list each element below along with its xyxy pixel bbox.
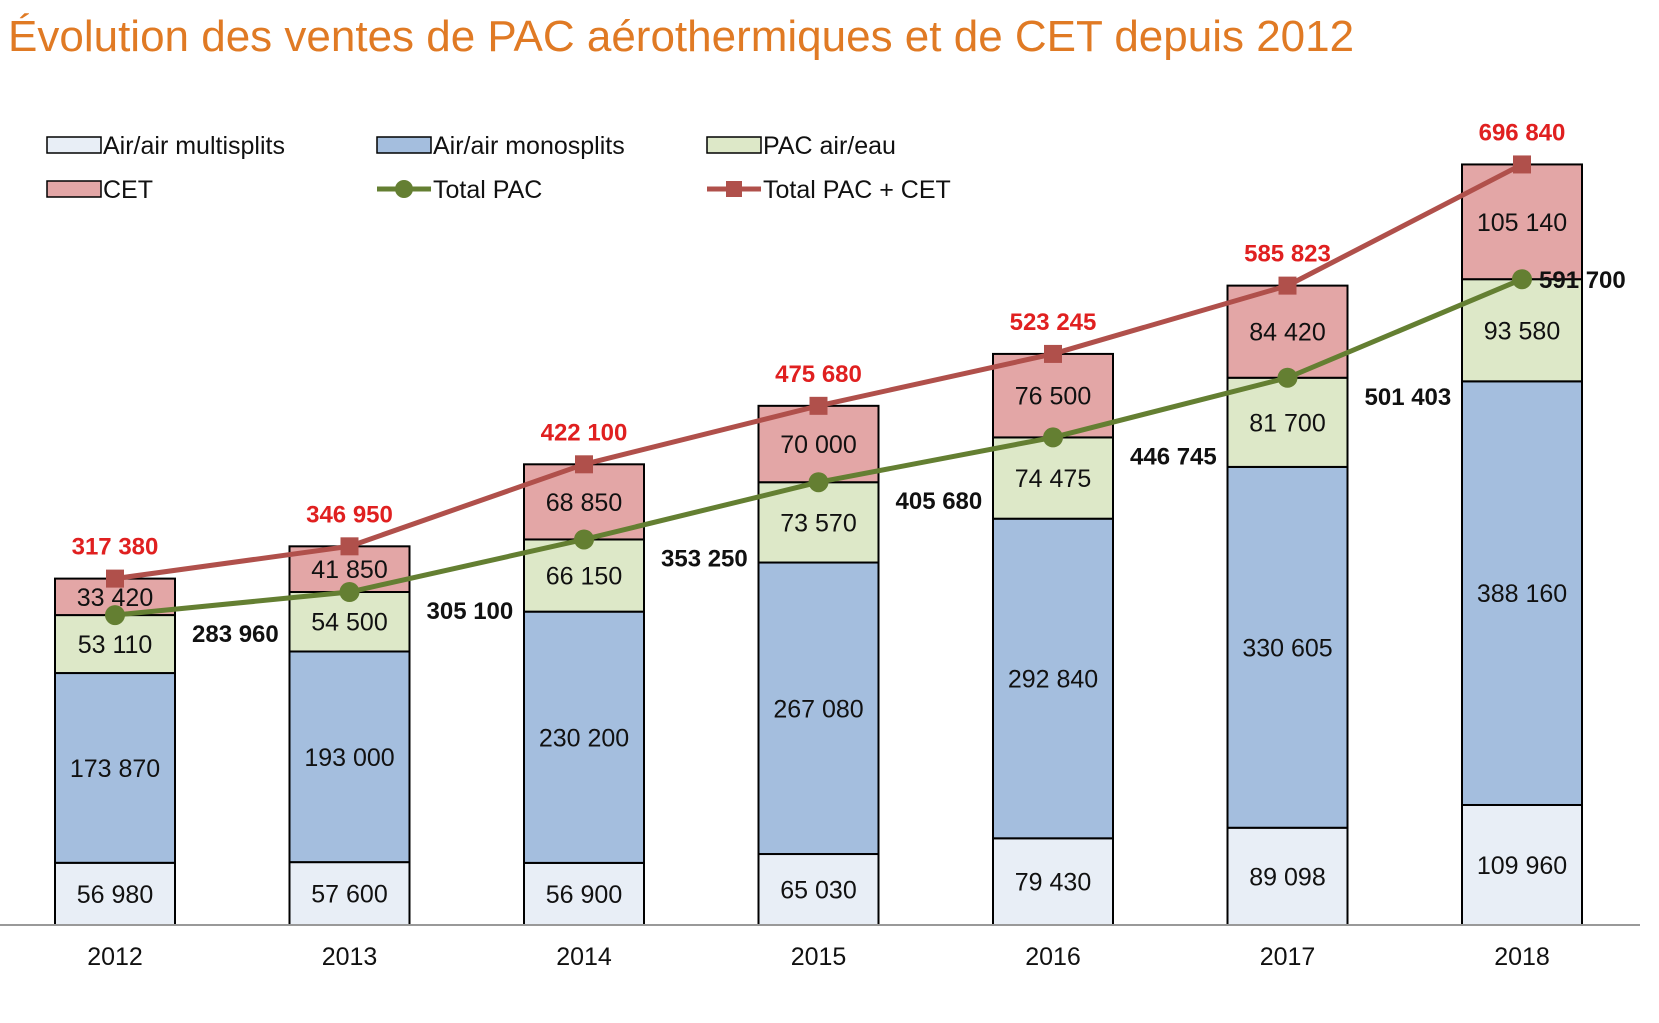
bar-value-label: 84 420 [1249,319,1325,347]
bar-value-label: 89 098 [1249,863,1325,891]
bar-segment [523,538,645,613]
x-tick-label: 2017 [1260,943,1316,971]
line-point [1278,276,1297,295]
bar-value-label: 66 150 [546,563,622,591]
line-point [1513,155,1531,174]
legend-label: PAC air/eau [763,132,896,160]
bar-value-label: 56 900 [546,881,622,909]
total-pac-label: 591 700 [1539,267,1626,294]
bar-value-label: 173 870 [70,755,160,783]
legend-label: Total PAC [433,176,542,204]
bar-segment [992,352,1114,439]
line-point [339,582,360,603]
bar-segment [992,436,1114,520]
bar-value-label: 193 000 [304,744,394,772]
legend: Air/air multisplits Air/air monosplits PAC… [46,132,951,204]
total-pac-cet-label: 696 840 [1479,119,1566,146]
total-pac-label: 305 100 [427,598,514,625]
chart-title: Évolution des ventes de PAC aérothermiqu… [8,12,1355,61]
bar-value-label: 68 850 [546,489,622,517]
line-point [574,529,594,550]
bar-value-label: 388 160 [1477,580,1567,608]
bar-value-label: 93 580 [1484,317,1560,345]
bar-value-label: 54 500 [311,609,387,637]
line-point [1512,269,1532,290]
bar-value-label: 53 110 [78,631,153,659]
bar-value-label: 73 570 [780,509,856,537]
total-pac-label: 446 745 [1130,443,1217,470]
bar-value-label: 79 430 [1015,869,1091,897]
legend-swatch [46,180,102,198]
bar-value-label: 56 980 [77,881,153,909]
bar-segment [992,517,1114,840]
labels-layer: 56 980 173 870 53 110 33 420 2012 57 600 193 0… [70,119,1626,971]
bar-value-label: 41 850 [311,556,387,584]
line-point [340,537,359,556]
bar-value-label: 76 500 [1015,383,1091,411]
line-point [809,396,828,415]
bars-layer [54,163,1583,927]
bar-value-label: 267 080 [773,695,863,723]
total-pac-cet-label: 346 950 [306,501,393,528]
legend-swatch [46,136,102,154]
bar-segment [1226,465,1349,829]
total-pac-cet-label: 523 245 [1010,309,1097,336]
bar-segment [757,404,880,484]
legend-label: Air/air monosplits [433,132,625,160]
legend-marker [395,180,413,198]
x-tick-label: 2014 [556,943,612,971]
bar-segment [1461,380,1583,806]
x-tick-label: 2016 [1025,943,1081,971]
bar-segment [757,561,880,856]
line-point [105,605,125,626]
legend-label: CET [103,176,153,204]
bar-value-label: 65 030 [780,877,856,905]
legend-label: Total PAC + CET [763,176,951,204]
bar-value-label: 81 700 [1249,409,1325,437]
x-tick-label: 2013 [322,943,378,971]
line-point [1043,427,1063,448]
legend-marker [726,181,742,197]
bar-value-label: 230 200 [539,724,629,752]
total-pac-cet-label: 422 100 [541,419,628,446]
x-tick-label: 2015 [791,943,847,971]
bar-value-label: 105 140 [1477,209,1567,237]
bar-segment [54,861,176,927]
line-point [808,472,829,493]
total-pac-label: 283 960 [192,621,279,648]
x-tick-label: 2012 [87,943,143,971]
legend-swatch [376,136,432,154]
total-pac-label: 501 403 [1365,384,1452,411]
lines-layer [105,155,1532,626]
bar-value-label: 57 600 [311,881,387,909]
bar-value-label: 109 960 [1477,852,1567,880]
bar-segment [288,650,411,864]
total-pac-label: 353 250 [661,545,748,572]
line-point [575,455,593,474]
total-pac-cet-label: 585 823 [1244,241,1331,268]
bar-value-label: 292 840 [1008,666,1098,694]
bar-segment [523,861,645,926]
x-tick-label: 2018 [1494,943,1550,971]
bar-value-label: 74 475 [1015,465,1091,493]
line-point [106,569,124,588]
bar-value-label: 33 420 [77,584,153,612]
total-pac-cet-label: 475 680 [775,361,862,388]
bar-segment [992,837,1114,926]
bar-segment [757,853,880,927]
line-point [1277,367,1298,388]
line-point [1044,344,1062,363]
bar-value-label: 330 605 [1242,634,1332,662]
total-pac-cet-label: 317 380 [72,534,159,561]
legend-label: Air/air multisplits [103,132,285,160]
legend-swatch [706,136,762,154]
bar-segment [757,481,880,564]
bar-value-label: 70 000 [780,431,856,459]
total-pac-label: 405 680 [896,488,983,515]
